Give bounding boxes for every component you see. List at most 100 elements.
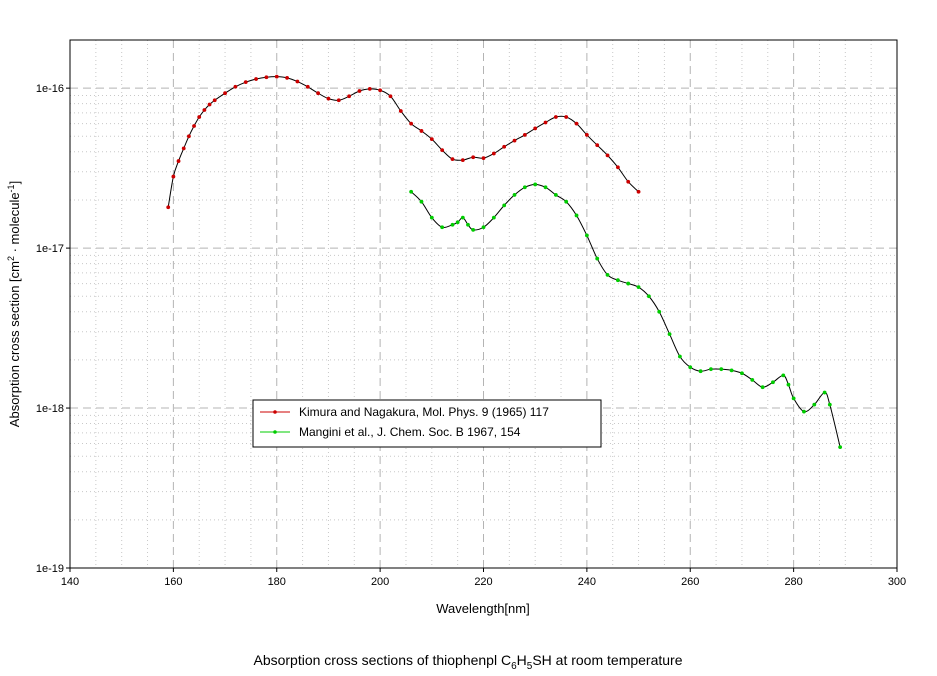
series-1-point [466,222,470,227]
series-1-point [574,213,579,218]
series-0-point [254,77,258,81]
caption-suffix: SH at room temperature [532,652,682,668]
x-tick-label: 260 [681,576,699,588]
series-1-point [771,380,775,385]
y-axis-label-main: Absorption cross section [cm [7,261,22,427]
series-0-point [285,75,289,80]
series-0-point [471,155,476,160]
caption-sub2: 5 [527,661,533,672]
x-tick-label: 160 [164,576,182,588]
series-1-point [471,227,476,232]
series-0-point [192,124,196,128]
series-1-point [595,256,600,261]
y-axis-ticks: 1e-19 1e-18 1e-17 1e-16 [36,83,70,575]
series-1-point [667,332,672,336]
series-0-point [295,79,300,84]
series-0-point [233,84,238,89]
x-axis-label: Wavelength[nm] [436,601,529,616]
series-0 [166,74,641,210]
legend-label-0: Kimura and Nagakura, Mol. Phys. 9 (1965)… [299,405,549,419]
y-axis-label-end: ] [7,181,22,185]
series-0-point [502,144,507,149]
series-0-point [171,174,176,179]
series-1-point [719,367,724,372]
series-1-point [636,285,641,290]
series-1-point [678,354,682,359]
series-0-point [491,151,496,156]
series-0-point [388,94,393,99]
series-0-point [543,120,548,125]
series-0-point [429,137,434,142]
series-0-point [450,157,455,162]
series-0-point [166,205,171,210]
legend-swatch-marker-0 [273,410,277,414]
legend-box [252,399,602,448]
series-1-point [812,402,817,407]
x-tick-label: 220 [474,576,492,588]
caption-mid: H [517,652,527,668]
series-0-point [398,109,403,113]
series-0-point [243,80,248,85]
series-1-point [657,309,662,314]
series-1-point [543,185,548,190]
series-0-point [574,121,579,126]
series-1-point [647,294,651,299]
series-0-point [409,121,414,126]
series-0-point [626,179,631,184]
series-0-point [419,129,424,133]
series-1-point [605,272,610,277]
series-1-point [822,390,827,395]
series-1-point [698,369,703,374]
x-axis-ticks: 140 160 180 200 220 240 260 280 300 [61,568,906,588]
series-1-point [838,445,843,449]
series-1-point [781,373,786,378]
series-1-point [615,278,620,283]
series-0-point [305,84,310,89]
series-1-point [688,365,693,370]
series-1-point [481,225,486,230]
x-tick-label: 280 [784,576,802,588]
series-0-point [347,94,352,99]
series-1-point [553,193,558,197]
legend: Kimura and Nagakura, Mol. Phys. 9 (1965)… [252,399,602,448]
series-0-point [595,143,600,148]
series-1-point [512,193,517,197]
series-0-point [336,98,341,103]
x-tick-label: 300 [888,576,906,588]
series-1-point [450,222,455,227]
series-0-point [584,133,589,137]
series-0-point [460,158,465,162]
series-1-point [760,385,765,390]
x-tick-label: 140 [61,576,79,588]
series-1-point [502,203,507,208]
series-1-point [522,185,527,190]
series-0-point [207,102,212,107]
legend-label-1: Mangini et al., J. Chem. Soc. B 1967, 15… [299,425,521,439]
series-1-point [491,215,496,220]
series-0-point [176,159,181,163]
series-0-point [181,146,186,151]
y-axis-label-sup1: 2 [6,256,16,261]
chart-caption: Absorption cross sections of thiophenpl … [253,652,682,672]
series-0-point [326,96,331,101]
caption-sub1: 6 [511,661,517,672]
y-axis-label-mid: · molecule [7,192,22,256]
series-1-point [740,371,744,376]
series-1-point [440,225,445,230]
x-tick-label: 180 [268,576,286,588]
series-0-point [440,148,445,152]
series-1-point [584,233,589,238]
series-0-point [202,108,207,112]
series-1-point [786,382,791,387]
series-1-point [791,396,796,401]
series-1-point [564,199,569,204]
x-tick-label: 240 [578,576,596,588]
y-tick-label: 1e-17 [36,243,64,255]
series-0-point [481,156,486,161]
series-1-point [419,199,424,204]
series-1-point [533,182,538,187]
caption-prefix: Absorption cross sections of thiophenpl … [253,652,511,668]
legend-swatch-marker-1 [273,430,277,434]
series-0-point [615,165,620,170]
